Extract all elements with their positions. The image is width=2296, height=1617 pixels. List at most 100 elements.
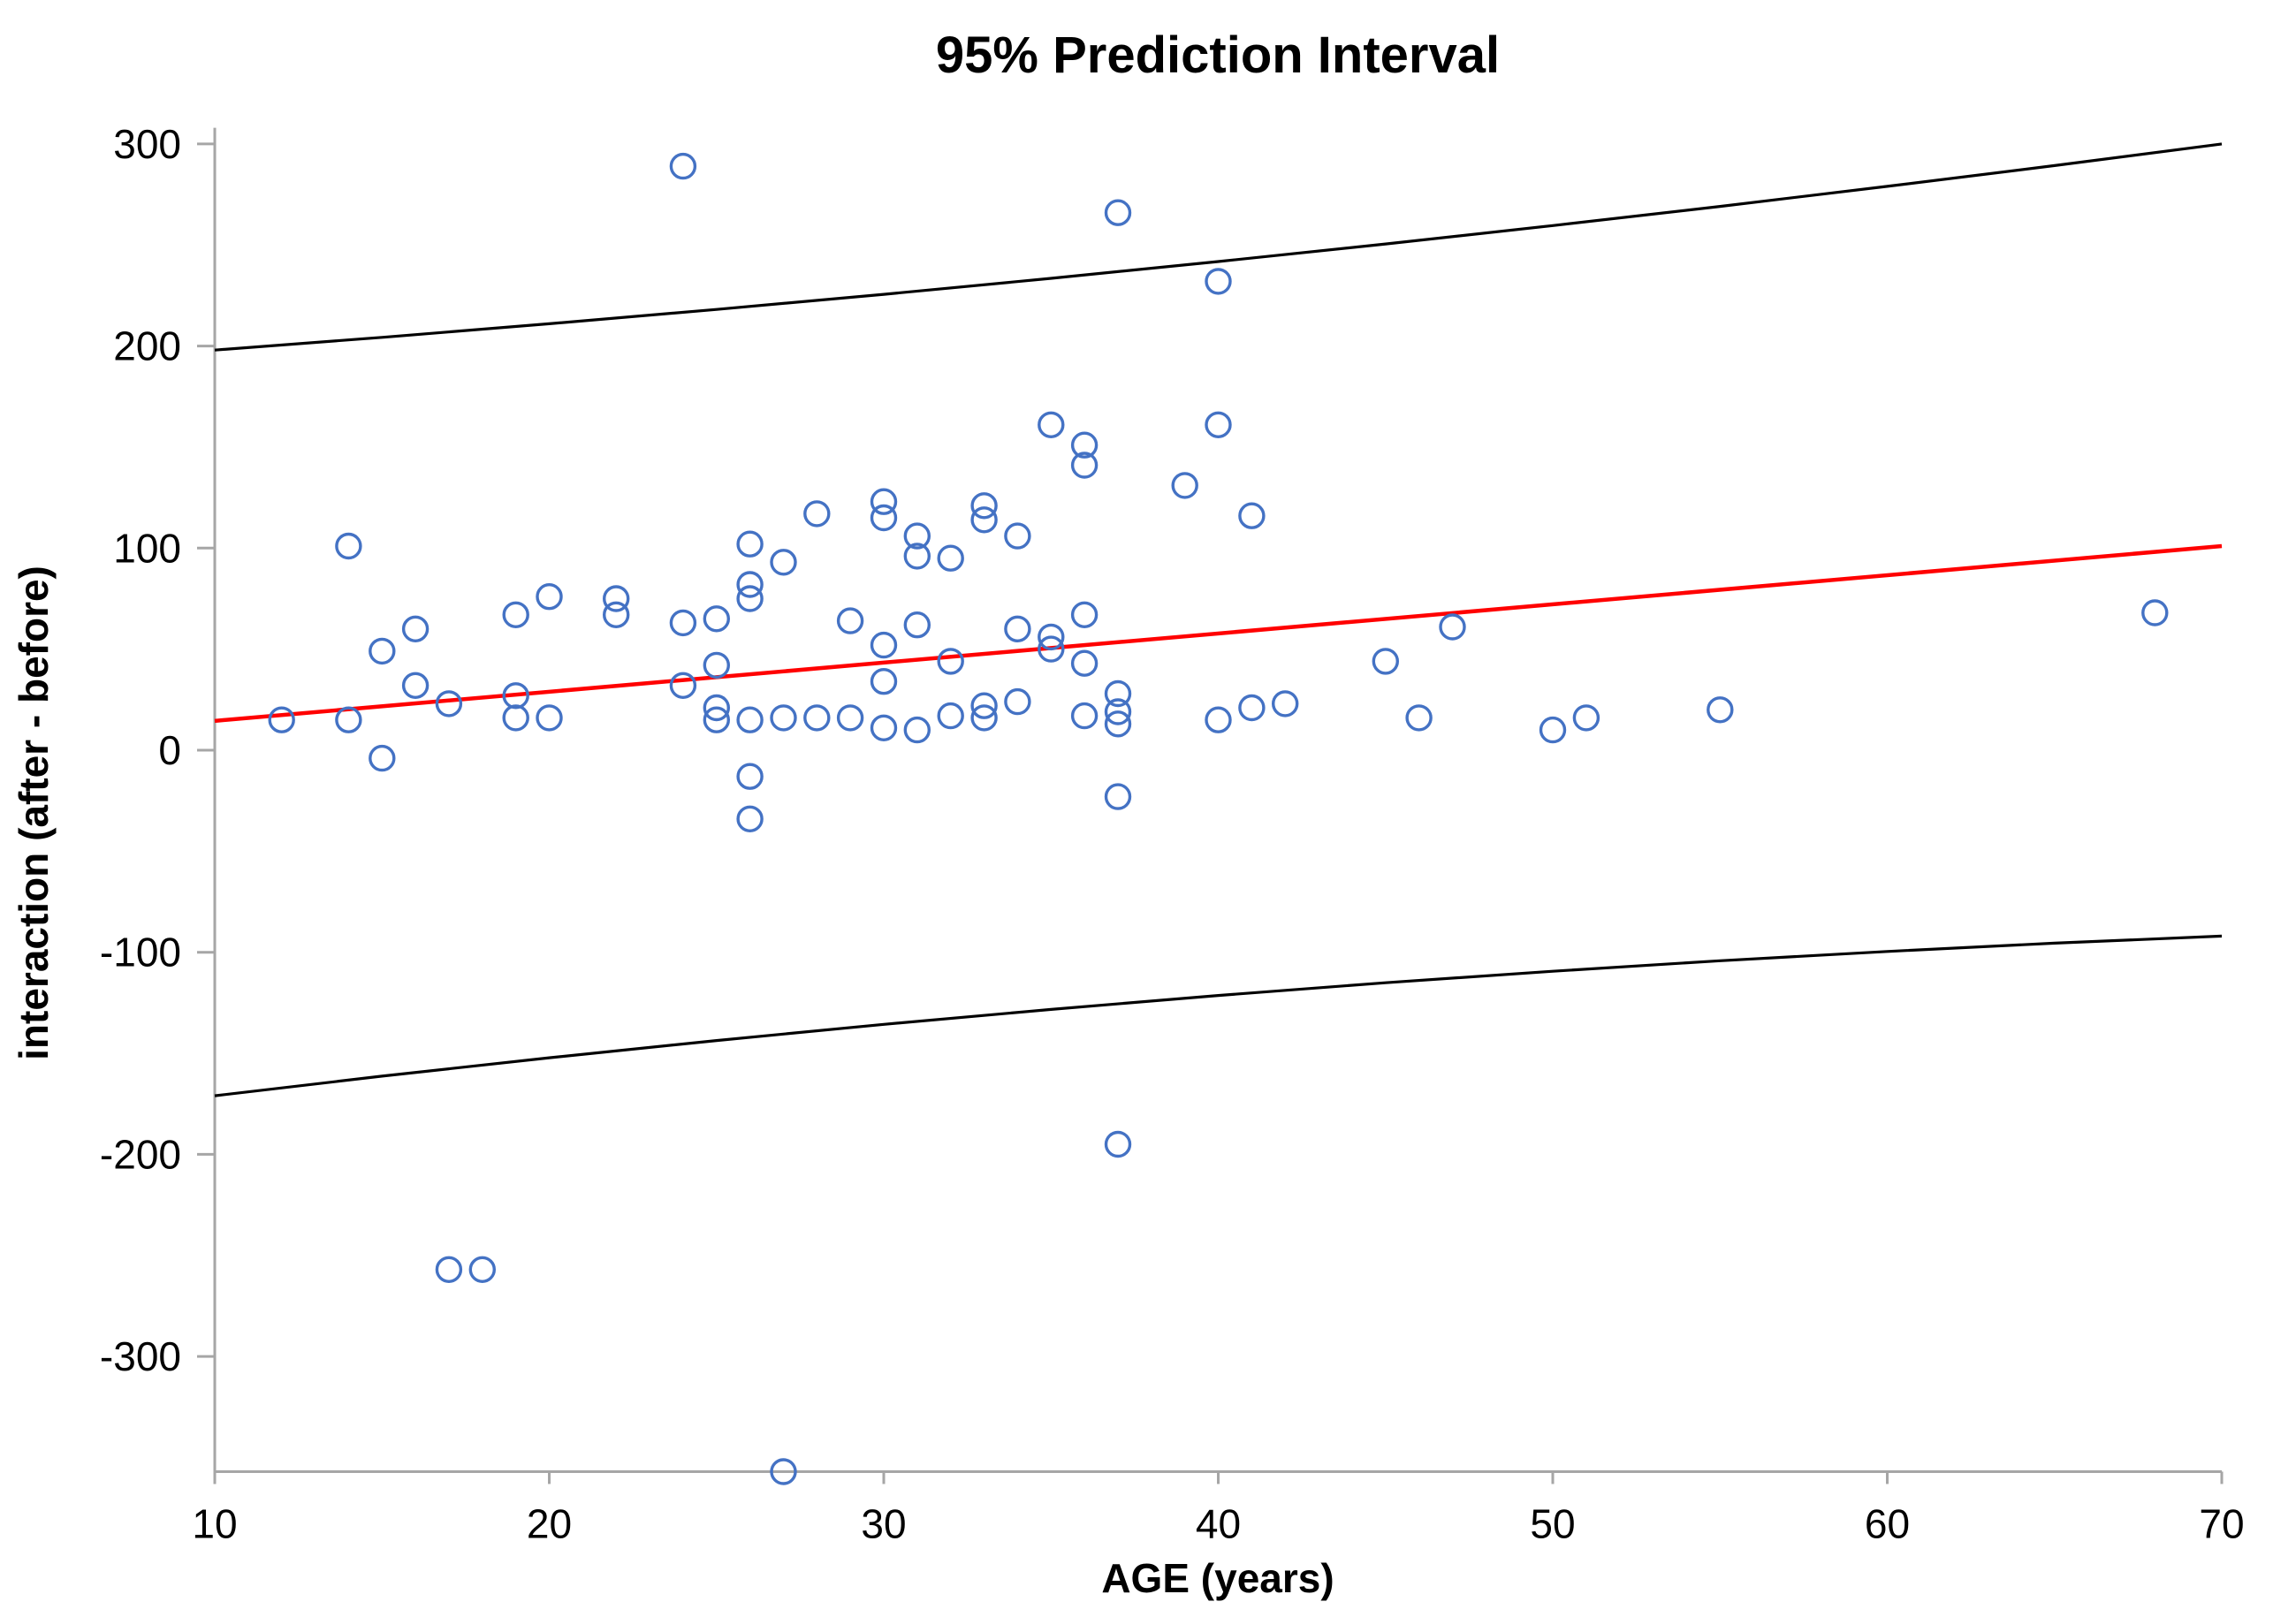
scatter-point <box>1205 411 1232 438</box>
scatter-point <box>268 706 295 733</box>
y-axis-title: interaction (after - before) <box>11 566 57 1060</box>
scatter-point <box>970 704 998 732</box>
scatter-point <box>1271 690 1299 717</box>
scatter-point <box>970 492 998 520</box>
scatter-point <box>1038 623 1065 651</box>
x-tick-label: 60 <box>1865 1500 1910 1546</box>
scatter-point <box>1372 648 1400 675</box>
scatter-point <box>870 668 898 695</box>
scatter-point <box>1070 649 1099 677</box>
scatter-point <box>703 706 730 733</box>
scatter-point <box>401 615 430 642</box>
scatter-point <box>903 522 931 550</box>
scatter-point <box>937 648 964 675</box>
scatter-point <box>836 607 864 634</box>
scatter-point <box>1439 613 1466 641</box>
scatter-point <box>703 651 730 679</box>
scatter-point <box>803 704 831 732</box>
scatter-point <box>903 543 931 570</box>
scatter-point <box>970 506 998 534</box>
scatter-point <box>870 504 898 532</box>
scatter-point <box>1004 615 1031 642</box>
scatter-point <box>335 532 362 560</box>
chart-title: 95% Prediction Interval <box>936 27 1500 84</box>
scatter-point <box>502 601 529 628</box>
scatter-point <box>369 744 396 772</box>
scatter-point <box>1405 704 1433 732</box>
scatter-point <box>870 631 898 659</box>
scatter-point <box>669 672 697 699</box>
scatter-point <box>736 706 764 733</box>
upper-prediction-limit-line <box>214 142 2223 352</box>
scatter-point <box>1070 702 1099 730</box>
x-tick-label: 70 <box>2199 1500 2244 1546</box>
scatter-point <box>435 1256 463 1284</box>
scatter-point <box>1238 502 1266 529</box>
scatter-point <box>669 152 697 180</box>
scatter-point <box>2141 599 2169 626</box>
scatter-point <box>1104 710 1132 738</box>
scatter-point <box>903 716 931 744</box>
scatter-point <box>1038 635 1065 663</box>
scatter-point <box>1004 687 1031 716</box>
scatter-point <box>870 714 898 741</box>
y-tick-label: -100 <box>100 930 181 976</box>
scatter-point <box>937 544 964 572</box>
y-tick-label: -300 <box>100 1333 181 1379</box>
scatter-point <box>1104 783 1132 810</box>
lower-prediction-limit-line <box>214 934 2223 1097</box>
y-tick-label: 0 <box>158 727 181 773</box>
scatter-point <box>836 704 864 732</box>
scatter-point <box>1205 706 1232 733</box>
scatter-point <box>1104 199 1132 226</box>
scatter-point <box>401 672 430 699</box>
y-tick-label: 200 <box>113 323 181 369</box>
scatter-point <box>435 690 463 717</box>
axes: 300 200 100 0 -100 -200 -300 10 20 30 40 50 60 70 <box>100 121 2245 1547</box>
scatter-point <box>937 702 964 730</box>
scatter-point <box>1070 452 1099 479</box>
x-tick-label: 30 <box>861 1500 906 1546</box>
scatter-point <box>536 583 563 611</box>
scatter-point <box>870 488 898 515</box>
prediction-interval-lines <box>214 142 2223 1097</box>
scatter-point <box>1104 698 1132 725</box>
scatter-point <box>468 1256 496 1284</box>
scatter-point <box>736 530 764 558</box>
scatter-point <box>736 805 764 832</box>
regression-line <box>214 543 2223 724</box>
scatter-point <box>1238 694 1266 722</box>
x-tick-label: 40 <box>1196 1500 1241 1546</box>
scatter-point <box>603 601 630 628</box>
fit-line <box>214 543 2223 724</box>
scatter-point <box>1070 431 1099 459</box>
scatter-point <box>1038 411 1065 438</box>
scatter-point <box>1104 1130 1132 1158</box>
scatter-point <box>770 704 797 732</box>
scatter-point <box>1070 601 1099 628</box>
scatter-point <box>736 585 764 612</box>
scatter-point <box>335 706 362 733</box>
scatter-point <box>603 585 630 612</box>
scatter-point <box>1707 696 1734 724</box>
y-tick-label: 100 <box>113 525 181 571</box>
x-tick-label: 20 <box>527 1500 572 1546</box>
scatter-point <box>502 682 529 710</box>
scatter-point <box>369 637 396 665</box>
y-tick-label: 300 <box>113 121 181 167</box>
scatter-point <box>803 500 831 528</box>
x-axis-title: AGE (years) <box>1101 1555 1334 1601</box>
x-tick-label: 50 <box>1530 1500 1575 1546</box>
scatter-point <box>1205 268 1232 295</box>
scatter-point <box>703 694 730 722</box>
scatter-point <box>669 609 697 637</box>
x-tick-label: 10 <box>192 1500 237 1546</box>
scatter-point <box>1539 716 1567 744</box>
scatter-point <box>970 692 998 719</box>
scatter-point <box>1171 472 1198 499</box>
y-tick-label: -200 <box>100 1131 181 1177</box>
scatter-point <box>770 549 797 576</box>
scatter-point <box>903 611 931 639</box>
